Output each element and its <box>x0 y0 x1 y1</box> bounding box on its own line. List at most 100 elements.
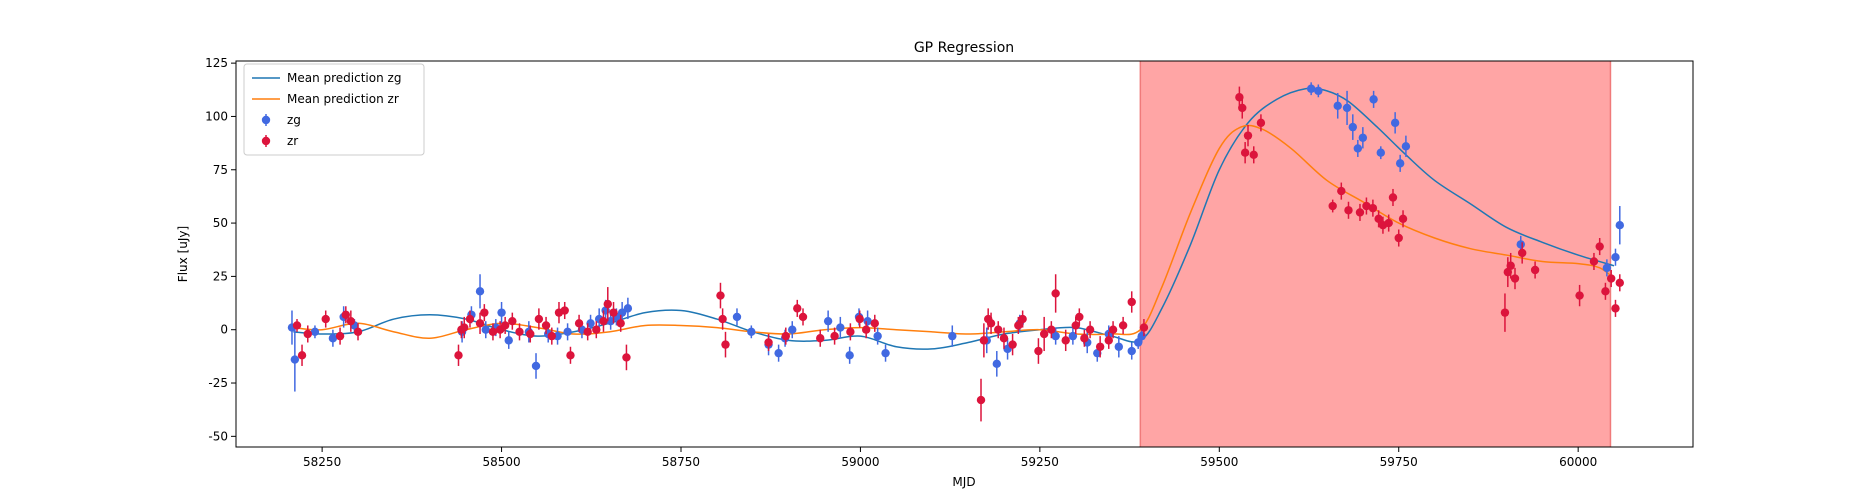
chart-title: GP Regression <box>914 40 1014 56</box>
point-zr <box>599 316 608 326</box>
point-zg <box>992 359 1001 369</box>
point-zr <box>1589 257 1599 266</box>
point-zr <box>1355 208 1365 217</box>
point-zr <box>1075 312 1084 322</box>
point-zr <box>475 319 485 328</box>
point-zr <box>1368 203 1378 213</box>
point-zr <box>1256 118 1266 128</box>
point-zg <box>1133 338 1143 347</box>
point-zr <box>547 331 557 341</box>
point-zg <box>774 348 783 358</box>
point-zr <box>1139 323 1149 332</box>
point-zg <box>1333 101 1342 110</box>
point-zr <box>1500 308 1510 317</box>
point-zr <box>1047 325 1056 334</box>
point-zr <box>1080 334 1089 343</box>
point-zg <box>836 323 845 332</box>
point-zg <box>747 327 756 337</box>
point-zg <box>1348 122 1357 132</box>
point-zr <box>303 329 312 339</box>
y-tick-label: 50 <box>213 216 228 230</box>
point-zr <box>1328 201 1337 211</box>
point-zg <box>1602 263 1612 273</box>
point-zr <box>1530 265 1540 275</box>
point-zr <box>1510 274 1520 283</box>
point-zr <box>1243 131 1253 140</box>
legend-label-mean-zr: Mean prediction zr <box>287 92 399 106</box>
point-zg <box>863 316 872 326</box>
legend-label-zg: zg <box>287 113 301 127</box>
point-zr <box>1085 325 1095 334</box>
point-zr <box>1595 242 1604 251</box>
point-zr <box>454 351 463 360</box>
point-zr <box>793 304 802 313</box>
point-zr <box>1238 103 1247 113</box>
point-zr <box>764 338 773 347</box>
point-zg <box>1306 84 1316 93</box>
point-zr <box>1108 325 1118 334</box>
x-tick-label: 59750 <box>1380 455 1418 469</box>
point-zr <box>1104 336 1113 345</box>
point-zr <box>1398 214 1408 224</box>
point-zr <box>716 291 725 300</box>
point-zg <box>1516 240 1525 249</box>
point-zg <box>1114 342 1124 351</box>
point-zg <box>1127 346 1136 356</box>
point-zr <box>718 314 727 324</box>
legend-marker-dot <box>261 115 271 125</box>
point-zr <box>603 299 612 309</box>
legend-swatch-zg <box>261 114 271 126</box>
point-zg <box>563 327 572 337</box>
point-zg <box>881 348 890 358</box>
y-axis-label: Flux [uJy] <box>176 226 190 282</box>
point-zr <box>721 340 730 349</box>
point-zr <box>297 351 307 360</box>
point-zr <box>1061 336 1070 345</box>
point-zg <box>606 316 615 326</box>
point-zr <box>861 325 871 334</box>
point-zr <box>846 327 855 337</box>
point-zg <box>1376 148 1385 157</box>
point-zr <box>999 334 1009 343</box>
point-zg <box>1093 348 1102 358</box>
x-axis-label: MJD <box>952 475 975 489</box>
series-zr <box>292 86 1624 422</box>
point-zr <box>292 321 302 330</box>
point-zr <box>321 314 330 324</box>
point-zg <box>1401 142 1411 151</box>
point-zr <box>592 325 601 334</box>
y-tick-label: 0 <box>220 323 228 337</box>
legend-box <box>243 63 425 156</box>
point-zg <box>788 325 797 334</box>
series-layer <box>287 61 1624 447</box>
point-zr <box>979 336 989 345</box>
point-zr <box>1344 206 1353 215</box>
x-tick-label: 58750 <box>662 455 700 469</box>
point-zr <box>616 319 625 328</box>
point-zg <box>553 331 562 341</box>
point-zr <box>1118 321 1128 330</box>
point-zr <box>855 314 864 324</box>
point-zg <box>1137 331 1146 341</box>
point-zr <box>816 334 825 343</box>
point-zr <box>488 327 498 337</box>
point-zg <box>504 336 513 345</box>
y-axis: -50 -25 0 25 50 75 100 125 <box>205 56 236 443</box>
point-zr <box>1240 148 1250 157</box>
point-zg <box>1611 252 1620 262</box>
point-zg <box>497 308 506 317</box>
point-zg <box>1068 331 1078 341</box>
point-zr <box>1606 274 1616 283</box>
point-zr <box>1127 297 1136 307</box>
point-zr <box>1249 150 1258 160</box>
point-zg <box>475 287 485 296</box>
point-zr <box>781 331 790 341</box>
x-axis: 58250 58500 58750 59000 59250 59500 59750 60000 <box>303 447 1597 469</box>
point-zr <box>1362 201 1371 211</box>
point-zr <box>1014 321 1023 330</box>
point-zr <box>1601 287 1610 296</box>
point-zg <box>823 316 833 326</box>
point-zr <box>1008 340 1017 349</box>
point-zr <box>566 351 575 360</box>
x-tick-label: 58250 <box>303 455 341 469</box>
